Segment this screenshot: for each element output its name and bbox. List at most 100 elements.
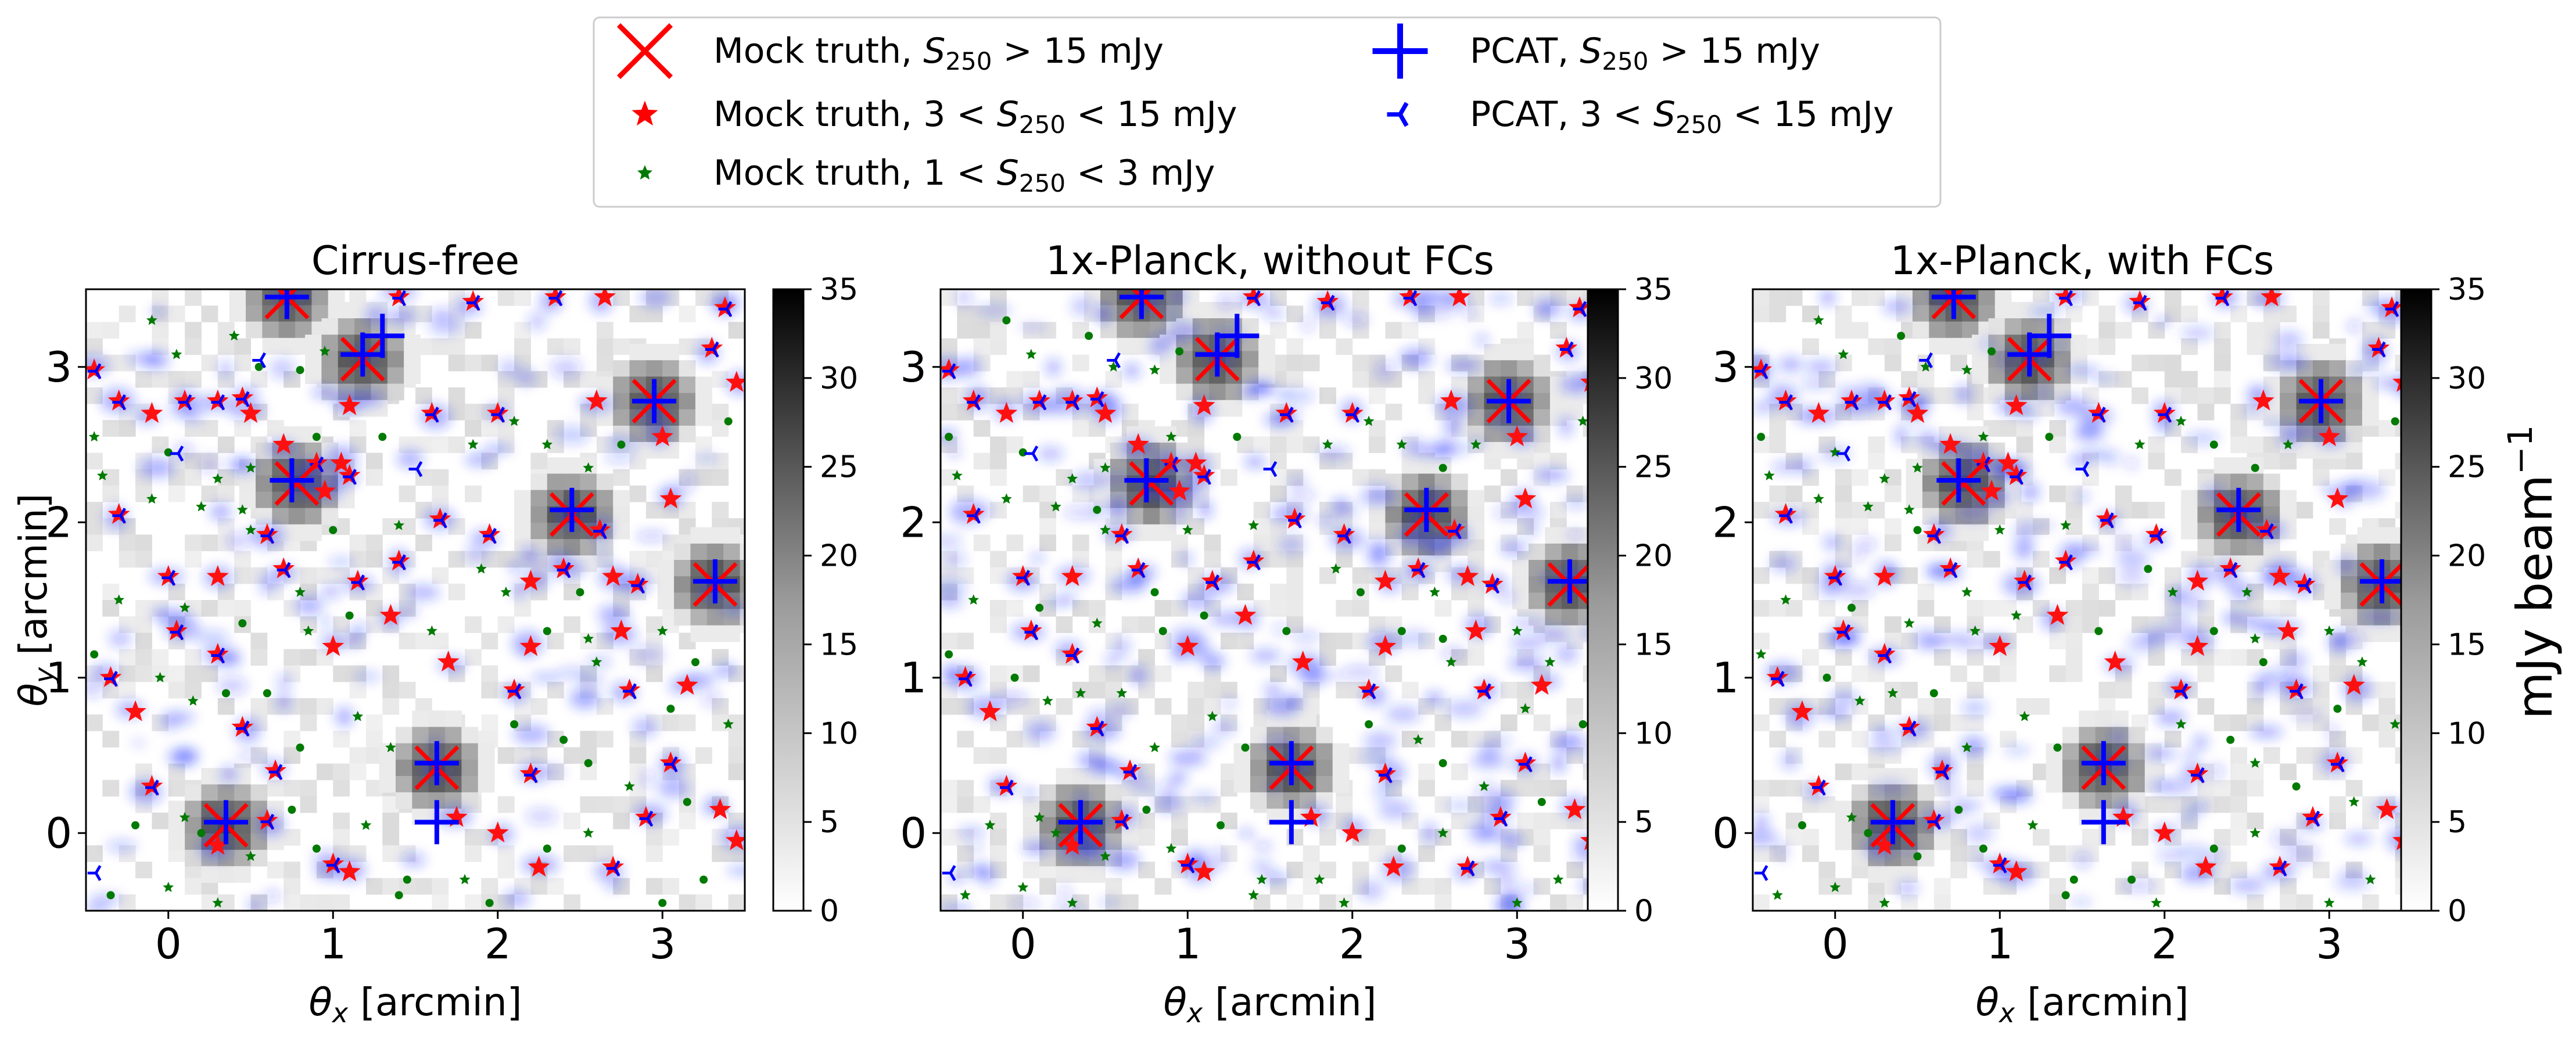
image-pixel <box>1336 600 1353 617</box>
mock-faint-point <box>951 470 963 480</box>
image-pixel <box>1056 866 1073 883</box>
image-pixel <box>365 534 383 552</box>
image-pixel <box>2144 759 2162 777</box>
image-pixel <box>135 763 152 781</box>
mock-faint-point <box>1175 347 1184 355</box>
image-pixel <box>1434 473 1452 491</box>
image-pixel <box>2049 845 2066 863</box>
image-pixel <box>135 633 152 649</box>
image-pixel <box>2329 344 2347 361</box>
mock-faint-point <box>1365 720 1373 728</box>
smear-blob <box>658 778 690 798</box>
mock-mid-point <box>1473 678 1495 700</box>
smear-blob <box>1222 696 1236 709</box>
mock-faint-point <box>1854 695 1865 706</box>
image-pixel <box>1901 866 1918 883</box>
panel-title: 1x-Planck, with FCs <box>1890 238 2274 284</box>
image-pixel <box>1253 502 1271 519</box>
smear-blob <box>1882 299 1912 315</box>
smear-blob <box>512 724 550 744</box>
smear-blob <box>2145 747 2177 760</box>
image-pixel <box>547 878 564 895</box>
smear-blob <box>2017 407 2041 421</box>
image-pixel <box>2181 506 2198 523</box>
mock-mid-point <box>462 290 485 311</box>
image-pixel <box>185 784 202 802</box>
smear-blob <box>1363 484 1389 500</box>
image-pixel <box>234 354 251 372</box>
image-pixel <box>250 784 268 802</box>
x-tick-label: 2 <box>1339 919 1366 968</box>
image-pixel <box>1972 524 1989 541</box>
image-pixel <box>2115 583 2132 601</box>
pcat-mid-point <box>2100 512 2114 529</box>
image-pixel <box>1852 763 1868 781</box>
image-pixel <box>2345 393 2363 410</box>
image-pixel <box>300 714 317 731</box>
pcat-mid-point <box>87 865 102 881</box>
mock-faint-point <box>146 493 157 504</box>
pcat-mid-point <box>1403 290 1418 307</box>
mock-bright-point <box>1941 461 1986 506</box>
image-pixel <box>284 829 301 846</box>
mock-faint-point <box>1042 695 1053 706</box>
image-pixel <box>432 436 449 454</box>
image-pixel <box>1270 436 1287 454</box>
mock-faint-point <box>1067 473 1078 484</box>
image-pixel <box>1138 829 1156 846</box>
mock-mid-point <box>1242 549 1265 571</box>
image-pixel <box>305 524 322 541</box>
image-pixel <box>1852 784 1868 802</box>
smear-blob <box>1169 750 1207 766</box>
image-pixel <box>1154 698 1172 715</box>
pcat-mid-point <box>1771 671 1785 687</box>
image-pixel <box>168 371 185 388</box>
smear-blob <box>1961 736 1986 757</box>
image-pixel <box>2197 779 2215 797</box>
image-pixel <box>2247 322 2264 339</box>
mock-mid-point <box>2219 557 2242 579</box>
smear-blob <box>1262 872 1289 883</box>
image-pixel <box>267 861 284 879</box>
image-pixel <box>645 502 663 519</box>
image-pixel <box>2062 743 2079 760</box>
smear-blob <box>994 692 1028 706</box>
smear-blob <box>1318 445 1350 461</box>
image-pixel <box>679 714 696 731</box>
image-pixel <box>728 894 745 911</box>
pcat-mid-point <box>1935 764 1950 780</box>
image-pixel <box>1418 387 1435 404</box>
image-pixel <box>267 833 284 850</box>
image-pixel <box>102 779 120 797</box>
image-pixel <box>1533 425 1551 443</box>
image-pixel <box>990 894 1007 911</box>
image-pixel <box>712 502 729 519</box>
smear-blob <box>1163 309 1183 321</box>
mock-faint-point <box>2151 897 2162 908</box>
image-pixel <box>2247 763 2264 781</box>
image-pixel <box>1160 367 1176 385</box>
image-pixel <box>465 420 482 437</box>
image-pixel <box>2280 763 2297 781</box>
image-pixel <box>2213 829 2231 846</box>
colorbar-tick-label: 0 <box>1634 894 1653 929</box>
image-pixel <box>679 409 696 426</box>
mock-mid-point <box>1374 635 1397 656</box>
mock-mid-point <box>2261 289 2283 307</box>
image-pixel <box>250 371 268 388</box>
pcat-bright-point <box>693 559 737 603</box>
image-pixel <box>300 796 317 813</box>
mock-mid-point <box>437 651 460 672</box>
image-pixel <box>1006 731 1024 748</box>
smear-blob <box>511 583 527 598</box>
image-pixel <box>338 491 355 509</box>
image-pixel <box>1286 436 1304 454</box>
image-pixel <box>2164 861 2182 879</box>
pcat-mid-point <box>1065 647 1080 664</box>
image-pixel <box>740 609 745 626</box>
image-pixel <box>379 775 396 793</box>
image-pixel <box>119 534 136 552</box>
smear-blob <box>2264 418 2282 428</box>
image-pixel <box>1769 731 1786 748</box>
